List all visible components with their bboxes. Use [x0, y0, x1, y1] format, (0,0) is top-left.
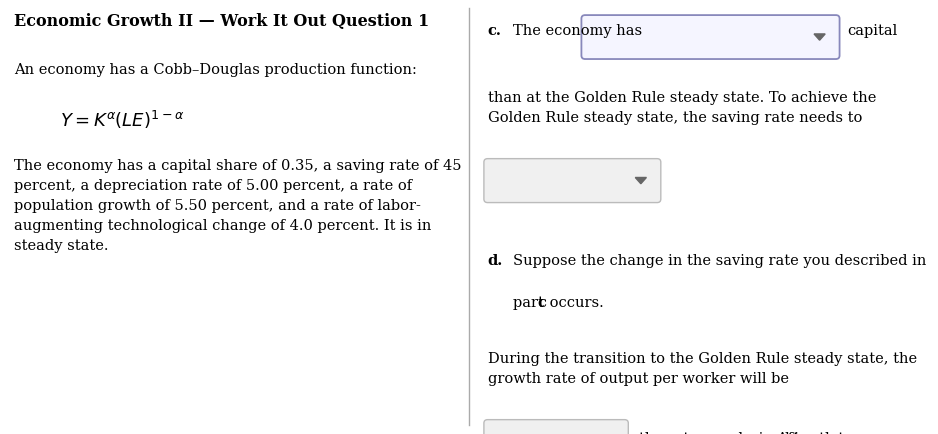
Polygon shape	[635, 178, 646, 184]
Text: Suppose the change in the saving rate you described in: Suppose the change in the saving rate yo…	[513, 254, 927, 268]
Text: the rate you derived in part: the rate you derived in part	[639, 431, 848, 434]
Text: An economy has a Cobb–Douglas production function:: An economy has a Cobb–Douglas production…	[14, 63, 416, 77]
Text: $Y = K^{\alpha}(LE)^{1-\alpha}$: $Y = K^{\alpha}(LE)^{1-\alpha}$	[60, 108, 185, 131]
Text: a: a	[762, 431, 771, 434]
FancyBboxPatch shape	[484, 159, 660, 203]
Text: than at the Golden Rule steady state. To achieve the
Golden Rule steady state, t: than at the Golden Rule steady state. To…	[488, 91, 876, 125]
Text: During the transition to the Golden Rule steady state, the
growth rate of output: During the transition to the Golden Rule…	[488, 352, 916, 385]
FancyBboxPatch shape	[484, 420, 628, 434]
Text: occurs.: occurs.	[545, 295, 603, 309]
Text: . After the: . After the	[767, 431, 842, 434]
Text: The economy has a capital share of 0.35, a saving rate of 45
percent, a deprecia: The economy has a capital share of 0.35,…	[14, 158, 461, 253]
Polygon shape	[814, 35, 825, 41]
Text: c: c	[537, 295, 547, 309]
Text: d.: d.	[488, 254, 503, 268]
FancyBboxPatch shape	[582, 16, 840, 60]
Text: part: part	[513, 295, 549, 309]
Text: capital: capital	[847, 24, 898, 38]
Text: The economy has: The economy has	[513, 24, 643, 38]
Text: c.: c.	[488, 24, 502, 38]
Text: Economic Growth II — Work It Out Question 1: Economic Growth II — Work It Out Questio…	[14, 13, 430, 30]
